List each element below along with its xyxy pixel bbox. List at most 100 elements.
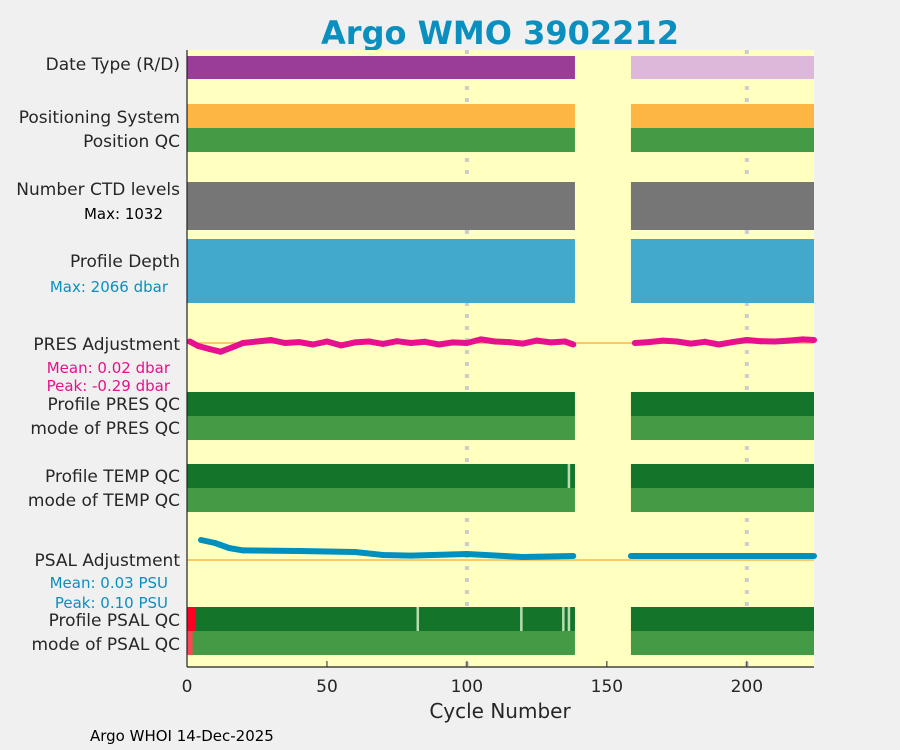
pres-adjustment-line-point: [449, 339, 456, 346]
psal-adjustment-line-point: [379, 552, 386, 558]
temp-qc-bar: [630, 464, 814, 488]
pres-adjustment-line-point: [659, 337, 666, 344]
ctd-levels-bar: [630, 182, 814, 230]
x-tick-label: 100: [451, 677, 483, 697]
psal-mode-bar: [187, 631, 575, 655]
psal-qc-bar: [187, 607, 575, 631]
x-tick-label: 150: [591, 677, 623, 697]
pres-adjustment-line-point: [811, 337, 817, 343]
pres-adjustment-line-point: [393, 338, 400, 345]
psal-adjustment-line-point: [197, 537, 204, 543]
profile-depth-bar: [187, 239, 575, 303]
pres-adjustment-line-point: [701, 338, 708, 345]
pres-adjustment-line-point: [561, 338, 568, 345]
footer-credit: Argo WHOI 14-Dec-2025: [90, 727, 274, 745]
pres-adjustment-line-point: [491, 338, 498, 345]
psal-adjustment-line-point: [295, 548, 302, 554]
pres-adjustment-line-point: [228, 344, 235, 351]
label-psal-adj: PSAL Adjustment: [35, 551, 181, 571]
pres-adjustment-line-point: [379, 340, 386, 347]
positioning-system-bar: [187, 104, 575, 128]
pres-mode-bar: [187, 416, 575, 440]
pres-adjustment-line-point: [267, 337, 274, 343]
x-tick-label: 200: [731, 677, 763, 697]
pres-adjustment-line-point: [547, 339, 554, 346]
psal-qc-flag: [567, 607, 571, 631]
temp-mode-bar: [630, 488, 814, 512]
bars: [187, 56, 814, 655]
pres-adjustment-line-point: [729, 339, 736, 346]
positioning-system-bar: [630, 104, 814, 128]
pres-adjustment-line-point: [463, 340, 470, 346]
pres-adjustment-line-point: [757, 338, 764, 345]
pres-adjustment-line-point: [435, 341, 442, 348]
label-ctd-max: Max: 1032: [84, 205, 163, 223]
pres-adjustment-line-point: [715, 341, 722, 348]
pres-adjustment-line-point: [645, 339, 652, 346]
date-type-bar: [187, 56, 575, 79]
temp-mode-bar: [187, 488, 575, 512]
psal-adjustment-line-point: [463, 551, 470, 557]
temp-qc-flag: [567, 464, 571, 488]
label-psal-mode: mode of PSAL QC: [31, 635, 180, 655]
pres-adjustment-line-point: [421, 338, 428, 345]
traces: [186, 336, 817, 561]
x-tick-label: 50: [316, 677, 338, 697]
pres-adjustment-line-point: [785, 337, 792, 344]
label-profile-depth: Profile Depth: [70, 252, 180, 272]
psal-adjustment-line-point: [351, 549, 358, 555]
label-temp-qc: Profile TEMP QC: [45, 467, 180, 487]
pres-qc-bar: [187, 392, 575, 416]
psal-adjustment-line-point: [570, 553, 577, 559]
pres-adjustment-line-point: [323, 338, 330, 345]
pres-adjustment-line-point: [631, 340, 638, 346]
psal-adjustment-line-point: [627, 553, 634, 559]
psal-qc-bad: [187, 607, 196, 631]
date-type-bar: [630, 56, 814, 79]
pres-adjustment-line-point: [351, 339, 358, 346]
label-positioning-system: Positioning System: [19, 108, 180, 128]
pres-adjustment-line-point: [477, 336, 484, 343]
psal-adjustment-line-point: [211, 540, 218, 546]
pres-adjustment-line-point: [239, 340, 246, 346]
profile-depth-bar: [630, 239, 814, 303]
psal-qc-flag: [416, 607, 420, 631]
pres-adjustment-line-point: [186, 338, 193, 345]
psal-adjustment-line-point: [519, 554, 526, 560]
pres-adjustment-line-point: [281, 340, 288, 346]
x-tick-label: 0: [182, 677, 193, 697]
x-axis-label: Cycle Number: [429, 699, 571, 723]
pres-adjustment-line-point: [673, 338, 680, 345]
psal-adjustment-line-point: [811, 553, 817, 559]
pres-adjustment-line-point: [253, 338, 260, 345]
label-pres-mean: Mean: 0.02 dbar: [47, 359, 171, 377]
temp-qc-bar: [187, 464, 575, 488]
pres-qc-bar: [630, 392, 814, 416]
x-ticks: 0 50 100 150 200: [182, 661, 763, 697]
psal-adjustment-line-point: [239, 547, 246, 554]
pres-adjustment-line-point: [519, 340, 526, 347]
pres-adjustment-line-point: [407, 340, 414, 346]
position-qc-bar: [630, 128, 814, 152]
pres-adjustment-line-point: [687, 340, 694, 347]
pres-adjustment-line-point: [295, 339, 302, 346]
pres-adjustment-line-point: [570, 341, 577, 348]
psal-qc-bar: [630, 607, 814, 631]
psal-mode-bad: [187, 631, 193, 655]
psal-adjustment-line-point: [225, 545, 232, 551]
position-qc-bar: [187, 128, 575, 152]
pres-adjustment-line-point: [206, 346, 213, 352]
pres-adjustment-line-point: [365, 338, 372, 345]
label-pres-mode: mode of PRES QC: [30, 419, 180, 439]
psal-mode-bar: [630, 631, 814, 655]
psal-adjustment-line-point: [407, 552, 414, 559]
pres-adjustment-line-point: [799, 336, 806, 343]
psal-qc-flag: [562, 607, 565, 631]
label-depth-max: Max: 2066 dbar: [50, 278, 169, 296]
pres-adjustment-line-point: [533, 337, 540, 344]
label-psal-qc: Profile PSAL QC: [49, 611, 180, 631]
label-temp-mode: mode of TEMP QC: [28, 491, 180, 511]
label-psal-mean: Mean: 0.03 PSU: [50, 574, 168, 592]
label-pres-peak: Peak: -0.29 dbar: [47, 377, 171, 395]
chart-title: Argo WMO 3902212: [321, 14, 679, 52]
